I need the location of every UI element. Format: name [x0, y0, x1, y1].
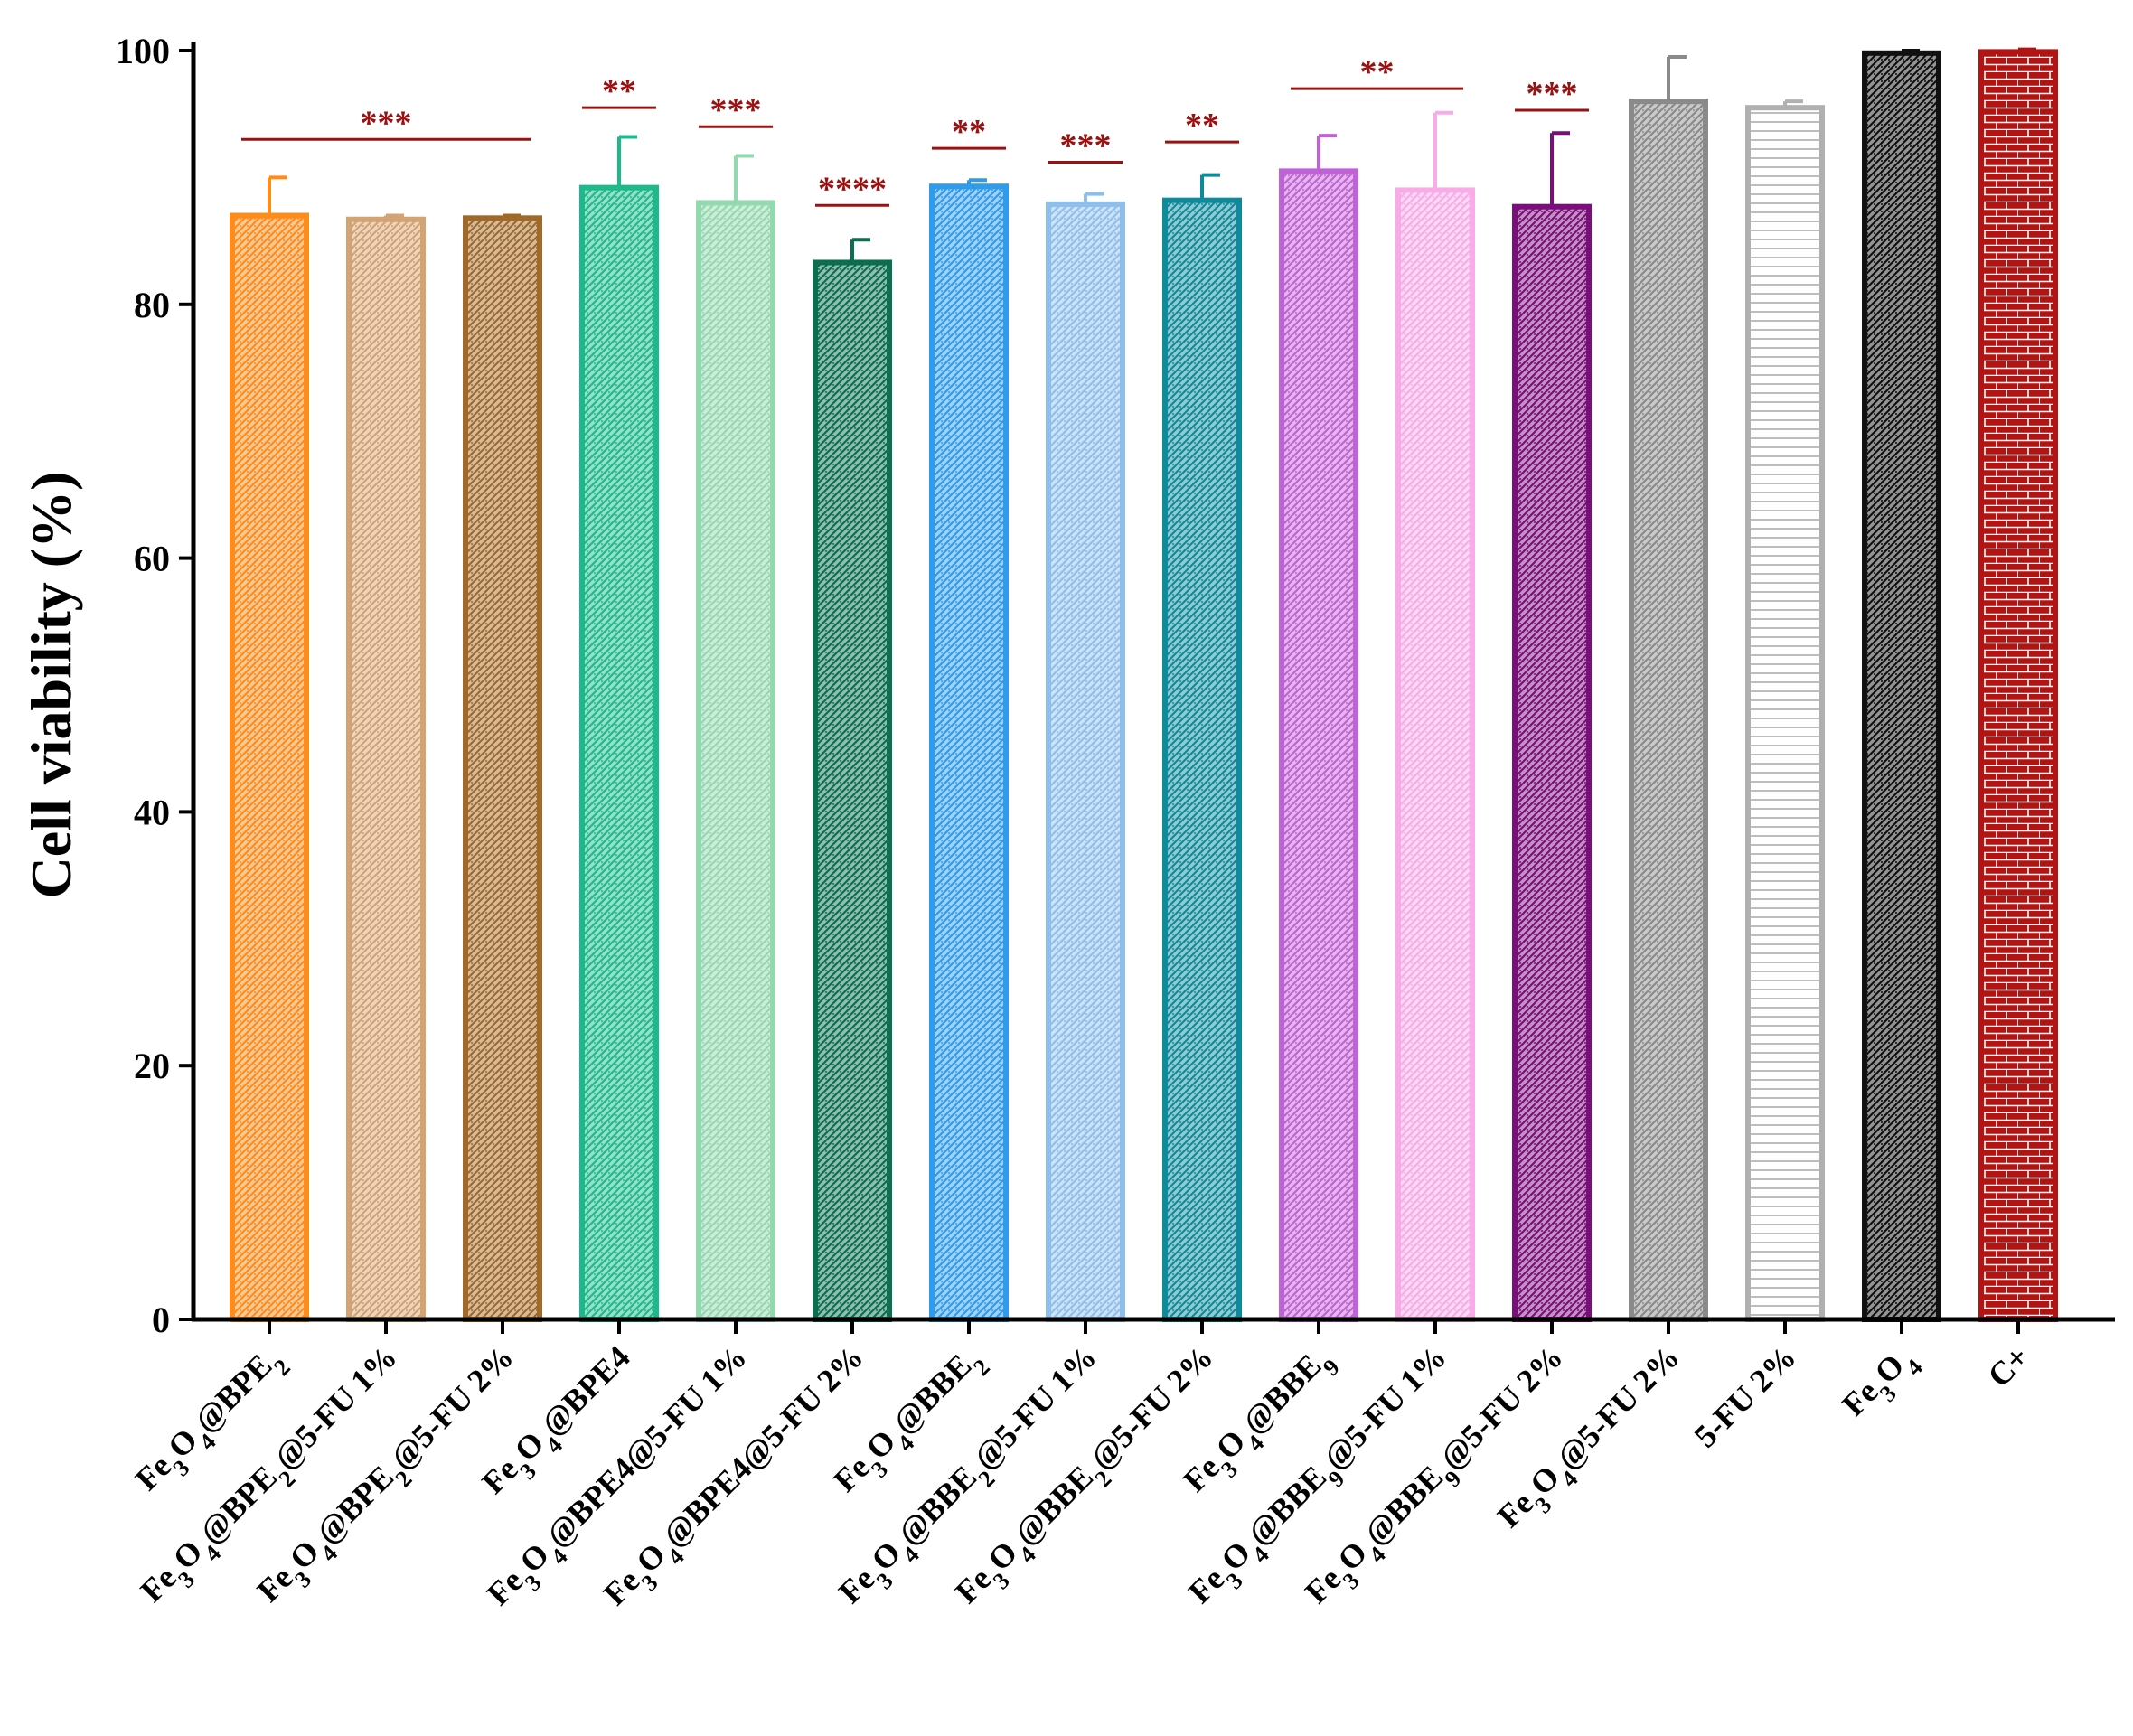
error-bar-6: [850, 238, 870, 263]
error-bar-8: [1084, 192, 1104, 204]
significance-marker-4: ****: [815, 170, 889, 208]
error-bar-9: [1200, 173, 1220, 201]
error-bar-2: [384, 213, 404, 220]
svg-text:**: **: [952, 113, 986, 151]
y-tick-label: 40: [134, 792, 170, 832]
svg-text:***: ***: [1527, 75, 1578, 113]
error-bar-15: [1900, 49, 1920, 53]
bar-7: [929, 183, 1009, 1322]
significance-marker-1: ***: [241, 104, 531, 142]
x-category-label: Fe3O4: [1835, 1338, 1927, 1431]
bar-2: [346, 216, 426, 1322]
y-tick-label: 20: [134, 1046, 170, 1086]
svg-text:**: **: [1185, 107, 1219, 145]
significance-marker-7: **: [1165, 107, 1239, 145]
bar-14: [1745, 105, 1825, 1322]
bar-1: [230, 212, 309, 1322]
bar-10: [1279, 168, 1358, 1322]
x-category-label: C+: [1980, 1338, 2035, 1393]
significance-marker-3: ***: [699, 91, 773, 129]
error-bar-12: [1550, 131, 1570, 207]
bar-3: [463, 215, 542, 1322]
x-category-label: 5-FU 2%: [1687, 1338, 1803, 1454]
significance-marker-9: ***: [1515, 75, 1589, 113]
significance-marker-6: ***: [1048, 127, 1123, 165]
error-bar-16: [2016, 47, 2036, 52]
error-bar-4: [617, 135, 637, 188]
bar-13: [1629, 99, 1708, 1322]
error-bar-13: [1667, 55, 1687, 102]
y-tick-label: 0: [152, 1300, 170, 1340]
error-bar-10: [1317, 134, 1337, 172]
error-bar-11: [1433, 110, 1453, 191]
y-tick-label: 60: [134, 539, 170, 579]
bar-4: [579, 184, 659, 1323]
bar-6: [813, 259, 892, 1322]
svg-text:***: ***: [361, 104, 412, 142]
bar-16: [1978, 49, 2058, 1322]
significance-marker-5: **: [932, 113, 1006, 151]
significance-marker-2: **: [582, 72, 656, 110]
svg-text:****: ****: [818, 170, 887, 208]
svg-text:**: **: [1360, 53, 1395, 91]
y-axis-title: Cell viability (%): [19, 472, 83, 899]
svg-text:***: ***: [710, 91, 762, 129]
bar-8: [1046, 201, 1125, 1322]
error-bar-7: [967, 178, 987, 187]
bar-12: [1512, 203, 1592, 1322]
bar-5: [696, 200, 775, 1323]
bar-11: [1395, 187, 1475, 1323]
bar-15: [1862, 50, 1941, 1323]
y-tick-label: 100: [116, 31, 170, 71]
error-bar-1: [268, 175, 287, 216]
significance-marker-8: **: [1291, 53, 1463, 91]
svg-text:**: **: [602, 72, 636, 110]
svg-text:***: ***: [1060, 127, 1112, 165]
error-bar-14: [1783, 99, 1803, 108]
bar-9: [1162, 197, 1242, 1322]
error-bar-5: [734, 154, 754, 203]
y-tick-label: 80: [134, 285, 170, 325]
error-bar-3: [501, 213, 521, 219]
